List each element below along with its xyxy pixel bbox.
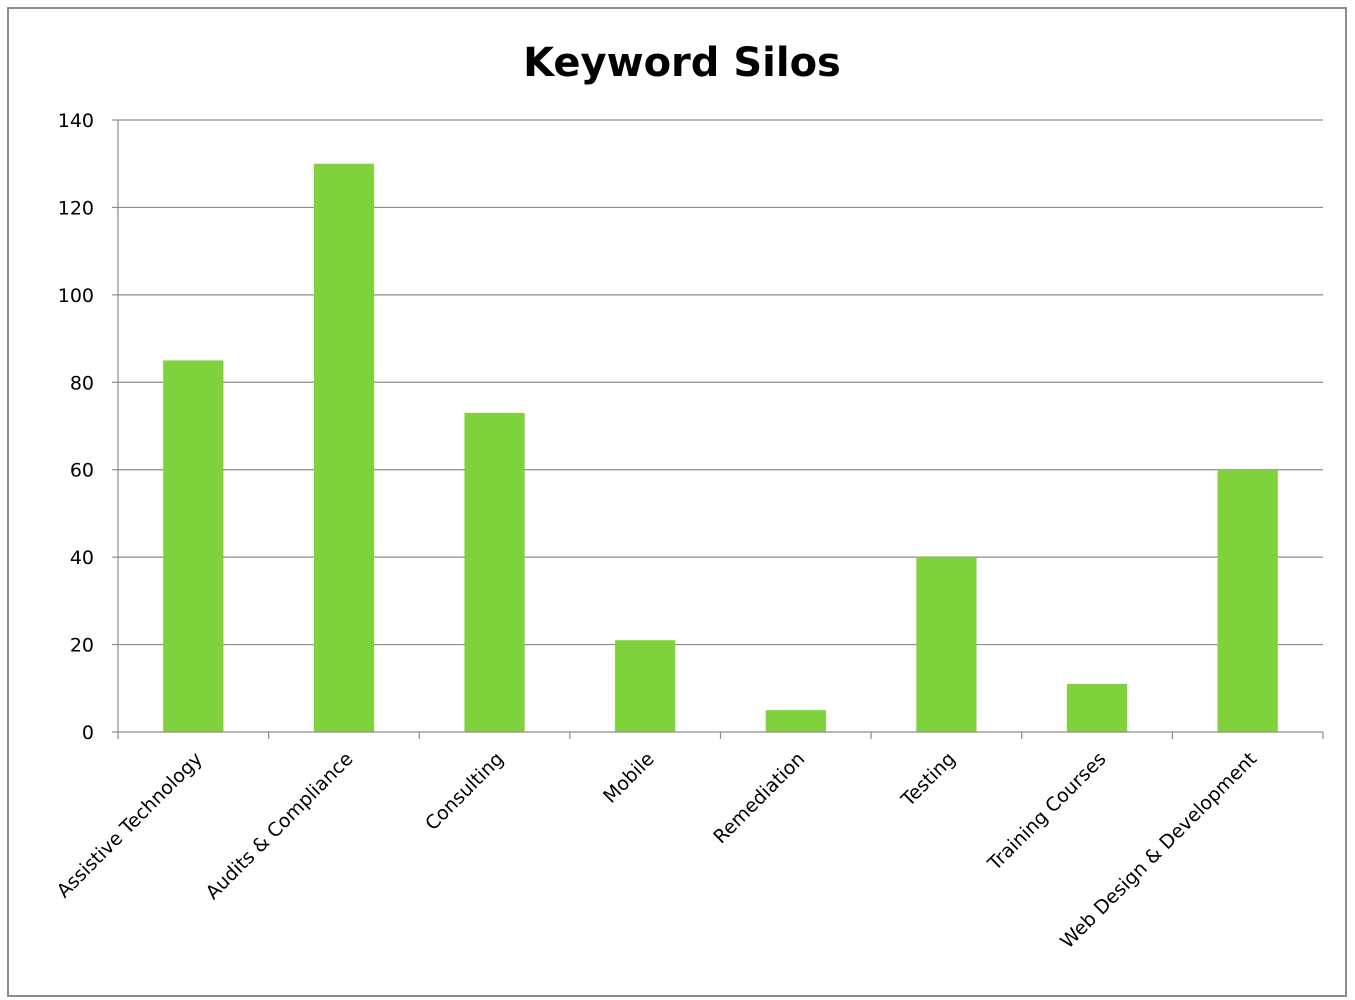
x-category-label: Audits & Compliance bbox=[202, 748, 358, 904]
x-category-label: Consulting bbox=[421, 748, 508, 835]
bar bbox=[464, 412, 525, 732]
y-tick-labels: 0 20 40 60 80 100 120 140 bbox=[58, 110, 94, 744]
y-tick-label: 40 bbox=[70, 547, 94, 569]
gridlines bbox=[118, 119, 1323, 646]
y-tick-label: 20 bbox=[70, 635, 94, 657]
y-tick-label: 60 bbox=[70, 460, 94, 482]
bar bbox=[163, 360, 224, 732]
chart-title: Keyword Silos bbox=[523, 40, 841, 86]
x-category-label: Assistive Technology bbox=[53, 748, 207, 902]
y-tick-label: 0 bbox=[82, 722, 94, 744]
bar bbox=[615, 640, 676, 732]
bar bbox=[313, 163, 375, 732]
bar bbox=[1217, 469, 1278, 732]
y-tick-label: 120 bbox=[58, 197, 94, 219]
bar bbox=[765, 710, 826, 732]
x-category-label: Mobile bbox=[599, 748, 659, 808]
x-category-label: Training Courses bbox=[983, 748, 1110, 875]
axes bbox=[112, 119, 1324, 739]
y-tick-label: 100 bbox=[58, 285, 94, 307]
bar bbox=[1066, 683, 1128, 732]
bars bbox=[163, 163, 1278, 732]
x-category-label: Testing bbox=[896, 748, 959, 811]
y-tick-label: 140 bbox=[58, 110, 94, 132]
bar-chart: Keyword Silos 0 20 40 60 80 100 120 140 Assisti… bbox=[53, 40, 1324, 953]
x-category-label: Remediation bbox=[709, 748, 809, 848]
chart-frame: Keyword Silos 0 20 40 60 80 100 120 140 Assisti… bbox=[7, 7, 1347, 997]
y-tick-label: 80 bbox=[70, 372, 94, 394]
bar bbox=[916, 557, 977, 732]
